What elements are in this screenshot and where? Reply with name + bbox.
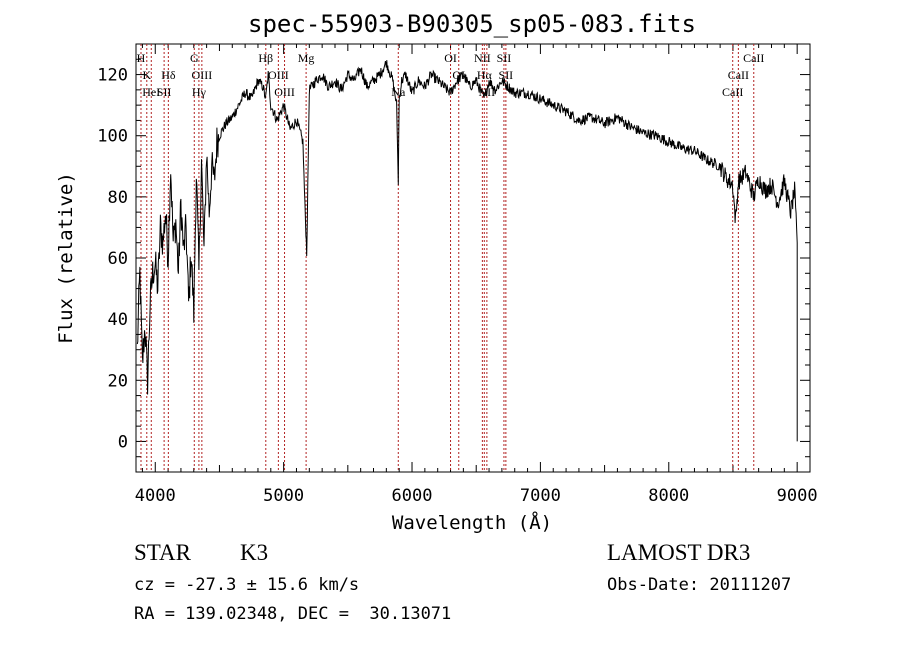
y-axis-label: Flux (relative) — [55, 172, 77, 344]
spectral-line-label: Mg — [298, 51, 315, 65]
spectral-line-label: OI — [452, 68, 465, 82]
spectral-line-label: HeI — [142, 85, 160, 99]
y-tick-label: 0 — [118, 432, 128, 452]
spectral-line-labels: HKHeISIIHδGHγOIIIHβOIIIOIIIMgNaOIOINIIHα… — [137, 51, 765, 99]
spectral-line-label: Hα — [477, 68, 493, 82]
y-tick-label: 80 — [108, 188, 128, 208]
object-class: STAR — [134, 540, 191, 565]
redshift-readout: cz = -27.3 ± 15.6 km/s — [134, 575, 360, 595]
spectral-line-label: NII — [474, 51, 491, 65]
y-tick-label: 120 — [97, 66, 128, 86]
spectral-line-label: OIII — [274, 85, 295, 99]
spectral-line-label: OIII — [192, 68, 213, 82]
x-tick-label: 9000 — [777, 486, 818, 506]
x-tick-label: 5000 — [263, 486, 304, 506]
spectral-line-label: H — [137, 51, 146, 65]
spectral-line-label: K — [142, 68, 151, 82]
object-subclass: K3 — [240, 540, 269, 565]
spectral-line-label: OIII — [268, 68, 289, 82]
chart-title: spec-55903-B90305_sp05-083.fits — [248, 10, 696, 38]
x-tick-label: 7000 — [520, 486, 561, 506]
spectral-line-label: CaII — [722, 85, 743, 99]
survey-name: LAMOST DR3 — [607, 540, 751, 565]
spectral-line-label: Hγ — [192, 85, 207, 99]
x-ticks: 4000 5000 6000 7000 8000 9000 — [135, 44, 818, 506]
y-tick-label: 20 — [108, 371, 128, 391]
series-line-flux — [136, 60, 798, 442]
spectral-line-label: CaII — [728, 68, 749, 82]
spectral-line-label: NII — [479, 85, 496, 99]
y-tick-label: 100 — [97, 127, 128, 147]
y-tick-label: 40 — [108, 310, 128, 330]
spectral-line-label: SII — [497, 51, 512, 65]
spectral-lines — [140, 44, 755, 472]
spectral-line-label: Na — [391, 85, 406, 99]
spectral-line-label: OI — [444, 51, 457, 65]
x-tick-label: 6000 — [392, 486, 433, 506]
spectral-line-label: CaII — [743, 51, 764, 65]
y-tick-label: 60 — [108, 249, 128, 269]
x-tick-label: 8000 — [648, 486, 689, 506]
coordinates: RA = 139.02348, DEC = 30.13071 — [134, 604, 452, 624]
obs-date: Obs-Date: 20111207 — [607, 575, 792, 595]
x-axis-label: Wavelength (Å) — [392, 511, 552, 534]
spectral-line-label: G — [190, 51, 199, 65]
spectral-line-label: SII — [499, 68, 514, 82]
spectral-line-label: SII — [157, 85, 172, 99]
y-ticks: 0 20 40 60 80 100 120 — [97, 43, 810, 473]
spectral-line-label: Hδ — [161, 68, 176, 82]
x-tick-label: 4000 — [135, 486, 176, 506]
spectral-line-label: Hβ — [258, 51, 273, 65]
